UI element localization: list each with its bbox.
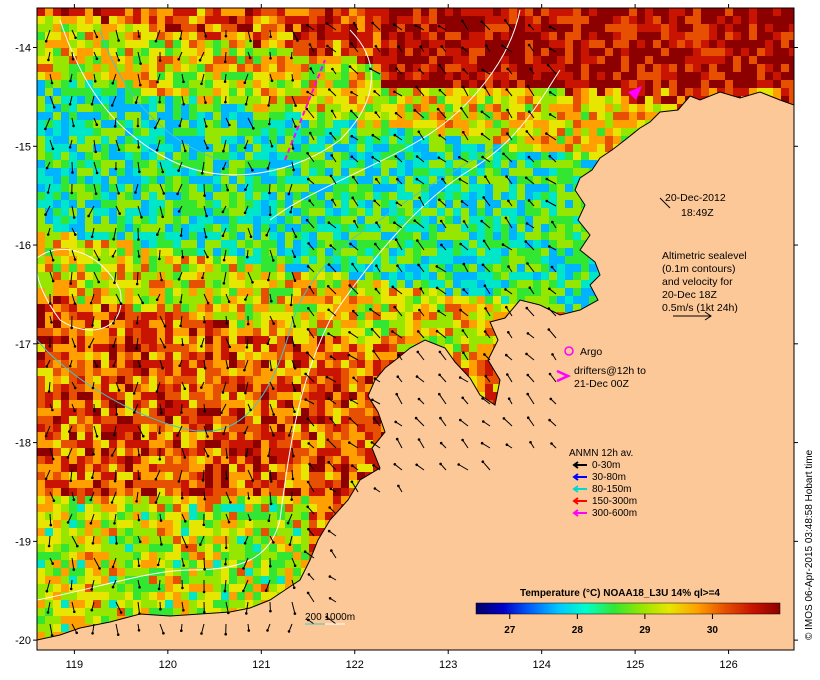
isobath-legend-label: 200 1000m xyxy=(305,612,355,623)
lon-tick-label: 126 xyxy=(719,659,737,671)
lat-tick-label: -17 xyxy=(15,339,31,351)
anmn-legend-label: 80-150m xyxy=(592,484,631,495)
anmn-legend-label: 150-300m xyxy=(592,496,637,507)
anmn-legend-label: 0-30m xyxy=(592,460,620,471)
anmn-legend-title: ANMN 12h av. xyxy=(569,448,633,459)
colorbar-tick-label: 27 xyxy=(504,625,516,636)
lat-tick-label: -20 xyxy=(15,635,31,647)
credit-text: © IMOS 06-Apr-2015 03:48:58 Hobart time xyxy=(804,449,815,640)
anmn-legend-item: 30-80m xyxy=(572,472,626,483)
lat-tick-label: -18 xyxy=(15,438,31,450)
time-label: 18:49Z xyxy=(681,207,714,219)
anmn-legend-item: 80-150m xyxy=(572,484,631,495)
sealevel-contour xyxy=(59,19,372,176)
lon-tick-label: 123 xyxy=(439,659,457,671)
isobath-1000m xyxy=(37,69,561,601)
colorbar-tick-label: 29 xyxy=(639,625,651,636)
altimetry-label-2: (0.1m contours) xyxy=(662,263,736,275)
altimetry-label-4: 20-Dec 18Z xyxy=(662,289,717,301)
lat-tick-label: -19 xyxy=(15,536,31,548)
anmn-legend: ANMN 12h av. 0-30m30-80m80-150m150-300m3… xyxy=(569,448,637,519)
temperature-field xyxy=(37,8,794,650)
colorbar-title: Temperature (°C) NOAA18_L3U 14% ql>=4 xyxy=(520,588,720,599)
lat-tick-label: -14 xyxy=(15,43,31,55)
lat-tick-label: -15 xyxy=(15,141,31,153)
lat-tick-label: -16 xyxy=(15,240,31,252)
argo-icon xyxy=(564,346,574,356)
anmn-legend-label: 30-80m xyxy=(592,472,626,483)
lon-tick-label: 121 xyxy=(252,659,270,671)
colorbar: Temperature (°C) NOAA18_L3U 14% ql>=4 27… xyxy=(475,588,781,636)
sealevel-contour xyxy=(99,29,221,161)
drifters-label-2: 21-Dec 00Z xyxy=(574,378,629,390)
plot-frame xyxy=(36,7,795,651)
sealevel-contour xyxy=(269,9,521,221)
altimetry-label-1: Altimetric sealevel xyxy=(662,250,747,262)
deep-current-track xyxy=(284,59,326,161)
lon-tick-label: 120 xyxy=(159,659,177,671)
colorbar-gradient xyxy=(475,602,781,615)
anmn-legend-item: 150-300m xyxy=(572,496,637,507)
lon-tick-label: 125 xyxy=(626,659,644,671)
land-mass xyxy=(37,91,794,650)
scale-arrow xyxy=(673,311,712,321)
altimetry-label-5: 0.5m/s (1kt 24h) xyxy=(662,302,738,314)
anmn-legend-item: 300-600m xyxy=(572,508,637,519)
date-pointer xyxy=(659,197,671,209)
lon-tick-label: 124 xyxy=(532,659,550,671)
colorbar-tick-label: 30 xyxy=(707,625,719,636)
lon-tick-label: 122 xyxy=(346,659,364,671)
longitude-axis: 119 120 121 122 123 124 125 126 xyxy=(66,4,738,671)
velocity-arrows xyxy=(44,19,557,637)
date-label: 20-Dec-2012 xyxy=(665,192,726,204)
drifter-marker xyxy=(628,86,642,100)
altimetry-label-3: and velocity for xyxy=(662,276,733,288)
lon-tick-label: 119 xyxy=(66,659,84,671)
anmn-legend-item: 0-30m xyxy=(572,460,620,471)
isobath-contour xyxy=(37,249,122,331)
isobath-legend: 200 1000m xyxy=(305,612,355,625)
drifters-label-1: drifters@12h to xyxy=(574,365,646,377)
drifter-icon xyxy=(556,369,572,383)
anmn-legend-label: 300-600m xyxy=(592,508,637,519)
argo-label: Argo xyxy=(580,346,602,358)
latitude-axis: -14 -15 -16 -17 -18 -19 -20 xyxy=(15,43,798,647)
map-plot-area xyxy=(37,8,794,650)
colorbar-tick-label: 28 xyxy=(572,625,584,636)
